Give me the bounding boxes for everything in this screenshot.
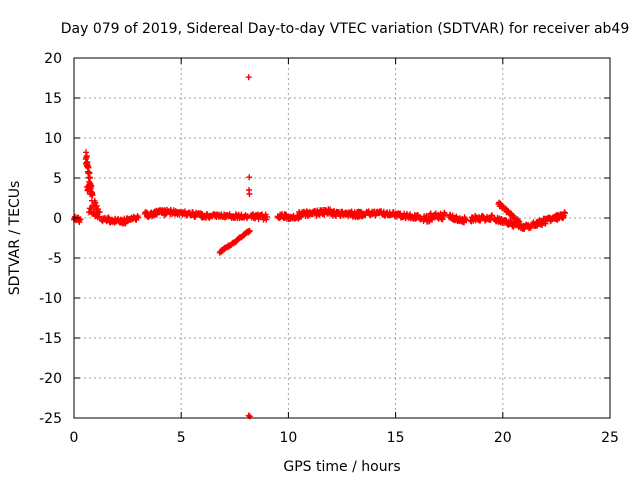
data-point xyxy=(83,153,90,159)
y-tick-label: -5 xyxy=(48,251,62,267)
data-point xyxy=(83,149,89,156)
x-tick-label: 20 xyxy=(494,430,512,446)
data-point xyxy=(94,214,101,221)
x-tick-label: 10 xyxy=(279,430,297,446)
grid xyxy=(74,58,610,418)
data-point xyxy=(244,213,251,220)
chart-title: Day 079 of 2019, Sidereal Day-to-day VTE… xyxy=(61,21,630,37)
x-tick-label: 5 xyxy=(177,430,186,446)
data-point xyxy=(246,228,253,235)
x-tick-label: 25 xyxy=(601,430,619,446)
data-point xyxy=(441,211,448,218)
y-tick-label: -10 xyxy=(39,291,62,307)
y-tick-label: 5 xyxy=(53,171,62,187)
y-tick-label: 10 xyxy=(44,131,62,147)
data-point xyxy=(88,190,95,197)
x-tick-label: 0 xyxy=(70,430,79,446)
data-point xyxy=(489,212,496,219)
data-point xyxy=(135,214,142,221)
data-point xyxy=(89,191,96,198)
data-point xyxy=(527,224,534,231)
data-point xyxy=(88,205,95,212)
data-point xyxy=(246,174,253,181)
plot-frame xyxy=(73,57,611,419)
y-tick-label: 0 xyxy=(53,211,62,227)
axis-ticks: 0 5 10 15 20 25 -25 -20 -15 -10 -5 0 5 10 15 20 xyxy=(39,51,619,446)
y-tick-label: 20 xyxy=(44,51,62,67)
data-point xyxy=(517,221,523,227)
data-point xyxy=(93,209,100,216)
y-tick-label: -25 xyxy=(39,411,62,427)
data-point xyxy=(264,213,270,220)
data-point xyxy=(245,74,252,81)
y-tick-label: 15 xyxy=(44,91,62,107)
data-point xyxy=(77,216,84,223)
x-tick-label: 15 xyxy=(387,430,405,446)
data-point xyxy=(246,191,253,197)
data-points xyxy=(71,74,568,420)
data-point xyxy=(93,203,100,210)
data-point xyxy=(86,175,93,182)
y-axis-label: SDTVAR / TECUs xyxy=(7,181,23,296)
y-tick-label: -20 xyxy=(39,371,62,387)
y-tick-label: -15 xyxy=(39,331,62,347)
x-axis-label: GPS time / hours xyxy=(283,459,400,475)
data-point xyxy=(562,210,568,217)
